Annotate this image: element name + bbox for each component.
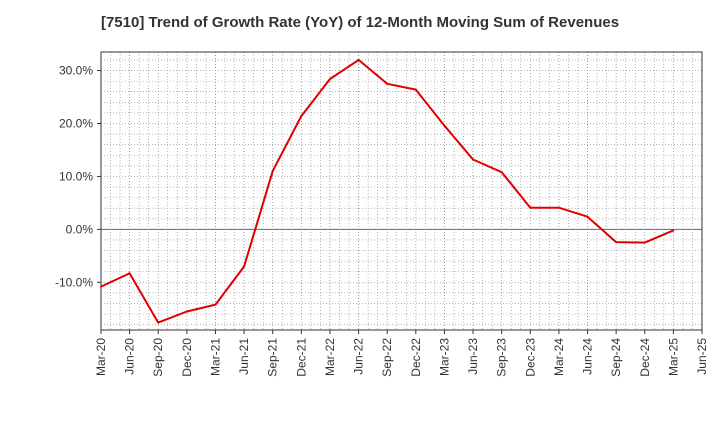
x-tick-label: Mar-20 (94, 338, 108, 376)
data-point (214, 303, 217, 306)
data-point (128, 272, 131, 275)
data-point (500, 171, 503, 174)
data-point (443, 124, 446, 127)
x-tick-label: Mar-23 (437, 338, 451, 376)
x-tick-label: Sep-21 (266, 338, 280, 377)
x-tick-label: Dec-23 (523, 338, 537, 377)
y-axis: -10.0% 0.0% 10.0% 20.0% 30.0% (55, 64, 101, 289)
data-point (300, 115, 303, 118)
x-tick-label: Dec-21 (294, 338, 308, 377)
y-tick-label: 30.0% (59, 64, 93, 78)
data-point (529, 206, 532, 209)
data-point (586, 215, 589, 218)
plot-frame (100, 51, 703, 331)
data-point (643, 241, 646, 244)
x-tick-label: Jun-25 (695, 338, 709, 375)
data-point (386, 82, 389, 85)
x-tick-label: Jun-22 (352, 338, 366, 375)
y-tick-label: -10.0% (55, 275, 93, 289)
data-point (243, 265, 246, 268)
x-tick-label: Mar-25 (666, 338, 680, 376)
data-point (672, 229, 675, 232)
series-group (100, 58, 675, 324)
data-point (615, 241, 618, 244)
x-tick-label: Sep-20 (151, 338, 165, 377)
x-tick-label: Mar-24 (552, 338, 566, 376)
y-tick-label: 20.0% (59, 116, 93, 130)
grid-lines (101, 52, 702, 330)
x-tick-label: Jun-20 (123, 338, 137, 375)
data-point (271, 170, 274, 173)
y-tick-label: 0.0% (66, 222, 94, 236)
data-point (414, 88, 417, 91)
x-tick-label: Mar-22 (323, 338, 337, 376)
data-point (357, 58, 360, 61)
y-tick-label: 10.0% (59, 169, 93, 183)
data-point (185, 310, 188, 313)
x-tick-label: Jun-24 (581, 338, 595, 375)
x-tick-label: Jun-21 (237, 338, 251, 375)
x-tick-label: Sep-24 (609, 338, 623, 377)
x-tick-label: Sep-22 (380, 338, 394, 377)
x-tick-label: Sep-23 (495, 338, 509, 377)
x-tick-label: Dec-20 (180, 338, 194, 377)
x-axis: Mar-20 Jun-20 Sep-20 Dec-20 Mar-21 Jun-21 Sep-… (94, 330, 709, 377)
data-point (472, 158, 475, 161)
x-tick-label: Dec-24 (638, 338, 652, 377)
data-point (328, 78, 331, 81)
data-point (157, 321, 160, 324)
chart-title: [7510] Trend of Growth Rate (YoY) of 12-… (100, 14, 620, 31)
x-tick-label: Mar-21 (208, 338, 222, 376)
data-point (100, 285, 102, 288)
data-point (557, 206, 560, 209)
x-tick-label: Dec-22 (409, 338, 423, 377)
x-tick-label: Jun-23 (466, 338, 480, 375)
